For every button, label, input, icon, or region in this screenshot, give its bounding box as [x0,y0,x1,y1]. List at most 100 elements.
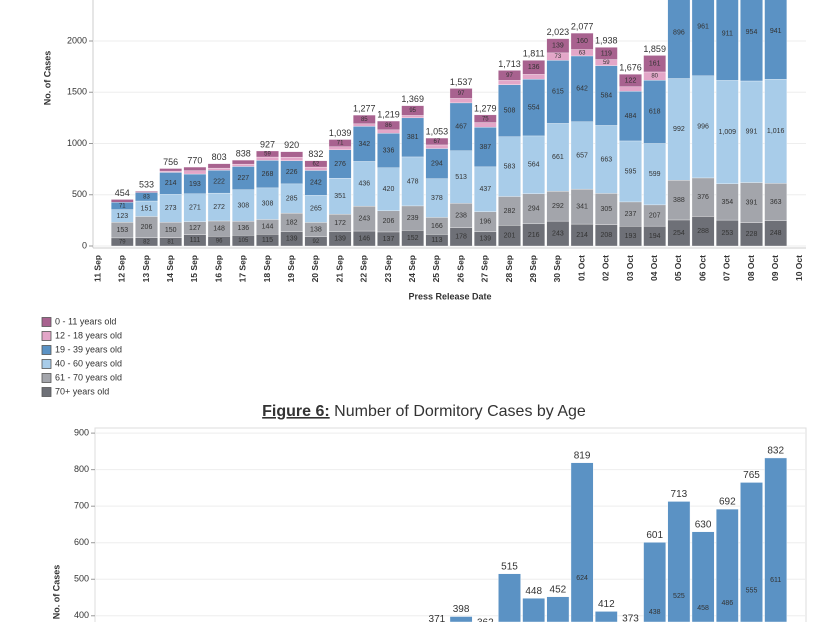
segment-label: 75 [482,116,489,122]
x-tick-label: 21 Sep [334,255,344,282]
bar-segment [304,160,328,168]
segment-label: 136 [237,225,249,232]
segment-label: 226 [286,169,298,176]
x-tick-label: 12 Sep [117,255,127,282]
x-tick-label: 20 Sep [310,255,320,282]
figure-label: Figure 6: [262,403,330,420]
segment-label: 467 [455,124,467,131]
segment-label: 243 [358,215,370,222]
segment-label: 160 [576,38,588,45]
segment-label: 216 [528,232,540,239]
segment-label: 657 [576,152,588,159]
bar-segment [304,166,328,171]
total-label: 1,676 [619,63,642,73]
bar-segment [183,170,207,175]
bar-segment [522,60,545,75]
segment-label: 351 [334,193,346,200]
x-tick-label: 11 Sep [92,255,102,282]
x-tick-label: 25 Sep [431,255,441,282]
legend-swatch [41,331,52,341]
segment-label: 663 [600,156,612,163]
x-tick-label: 09 Oct [770,255,780,281]
x-tick-label: 18 Sep [262,255,272,282]
segment-label: 182 [286,219,298,226]
segment-label: 342 [358,141,370,148]
legend-label: 12 - 18 years old [55,330,122,340]
x-tick-label: 01 Oct [576,255,586,281]
x-tick-label: 16 Sep [213,255,223,282]
total-label: 770 [187,155,202,165]
segment-label: 478 [407,178,419,185]
segment-label: 996 [697,124,709,131]
legend-swatch [41,345,52,355]
y-tick-label: 700 [74,501,89,511]
x-tick-label: 17 Sep [238,255,248,282]
segment-label: 148 [213,225,225,232]
segment-label: 206 [141,224,153,231]
segment-label: 354 [721,199,733,206]
segment-label: 243 [552,230,564,237]
value-label: 601 [646,530,663,541]
y-tick-label: 0 [82,240,87,250]
segment-label: 564 [528,162,540,169]
bar-segment [159,170,182,173]
x-tick-label: 27 Sep [480,255,490,282]
segment-label: 228 [746,231,758,238]
segment-label: 294 [431,160,443,167]
value-label: 630 [695,519,712,530]
segment-label: 387 [479,144,491,151]
segment-label: 554 [528,104,540,111]
bar-segment [643,55,666,73]
segment-label: 146 [358,235,370,242]
segment-label: 242 [310,180,322,187]
segment-label: 363 [770,199,782,206]
segment-label: 341 [576,203,588,210]
y-axis-title: No. of Cases [51,565,61,620]
segment-label: 896 [673,29,685,36]
legend-swatch [41,373,52,383]
segment-label: 136 [528,64,540,71]
segment-label: 193 [189,181,201,188]
segment-label: 276 [334,161,346,168]
segment-label: 282 [504,208,516,215]
value-label: 448 [525,586,542,597]
value-label: 371 [429,614,446,622]
bar-segment [207,163,231,169]
segment-label: 378 [431,195,443,202]
total-label: 2,077 [571,21,594,31]
segment-label: 92 [313,239,320,245]
segment-label: 82 [143,239,150,245]
bar-segment [377,129,400,134]
inner-label: 624 [576,575,588,582]
segment-label: 292 [552,203,564,210]
segment-label: 941 [770,28,782,35]
x-axis-title: Press Release Date [408,291,491,301]
segment-label: 508 [504,108,516,115]
legend-label: 70+ years old [55,386,109,396]
bar [594,611,618,622]
bar-segment [232,163,255,167]
segment-label: 294 [528,206,540,213]
segment-label: 238 [455,212,467,219]
value-label: 398 [453,604,470,615]
segment-label: 105 [238,238,249,244]
segment-label: 166 [431,223,443,230]
segment-label: 253 [721,230,733,237]
segment-label: 152 [407,235,419,242]
segment-label: 97 [458,91,465,97]
value-label: 819 [574,450,591,461]
segment-label: 420 [383,186,395,193]
segment-label: 137 [383,236,395,243]
x-tick-label: 10 Oct [794,255,804,281]
bar-segment [619,74,642,87]
bar [764,457,788,622]
segment-label: 67 [434,139,441,145]
bar-segment [595,47,618,60]
x-tick-label: 04 Oct [649,255,659,281]
segment-label: 1,016 [767,128,785,135]
total-label: 1,277 [353,103,376,113]
x-tick-label: 28 Sep [504,255,514,282]
inner-label: 458 [697,605,709,612]
x-tick-label: 02 Oct [601,255,611,281]
value-label: 412 [598,599,615,610]
